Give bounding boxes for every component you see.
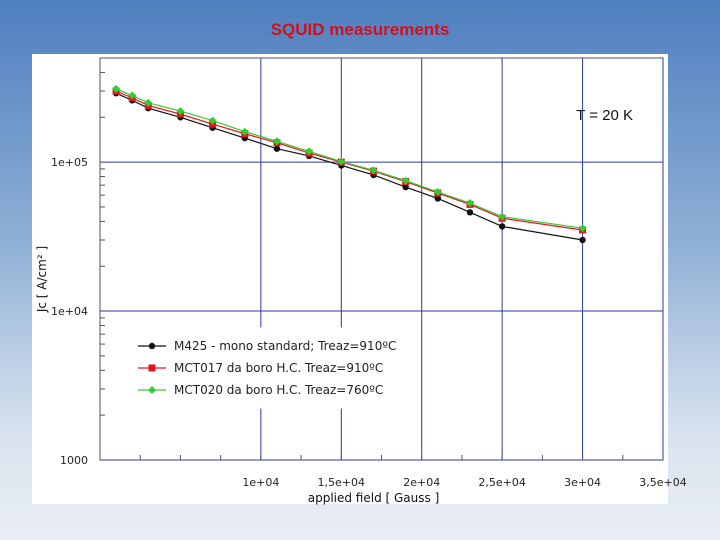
data-point <box>498 212 507 221</box>
data-point <box>402 183 409 191</box>
x-tick-label: 3e+04 <box>564 476 601 489</box>
x-tick-label: 2e+04 <box>403 476 440 489</box>
data-point <box>176 107 185 116</box>
data-point <box>578 224 587 233</box>
legend-label: MCT017 da boro H.C. Treaz=910ºC <box>174 361 383 375</box>
data-point <box>579 236 586 244</box>
data-point <box>466 209 474 216</box>
temperature-annotation: T = 20 K <box>576 107 633 124</box>
data-point <box>144 98 153 107</box>
data-point <box>112 84 121 93</box>
x-tick-label: 1,5e+04 <box>318 476 365 489</box>
x-tick-label: 2,5e+04 <box>478 476 525 489</box>
data-point <box>401 176 410 185</box>
series-line-3 <box>115 88 583 229</box>
data-point <box>128 91 137 100</box>
y-axis-title: Jc [ A/cm² ] <box>35 246 49 313</box>
series-line-2 <box>115 90 583 231</box>
legend-marker <box>148 342 156 350</box>
data-point <box>337 157 346 166</box>
data-point <box>305 147 314 156</box>
legend-box <box>131 327 403 409</box>
legend-label: M425 - mono standard; Treaz=910ºC <box>174 339 396 353</box>
data-point <box>240 127 249 136</box>
data-point <box>498 223 506 230</box>
plot-panel <box>32 54 668 504</box>
y-tick-label: 1000 <box>60 454 88 467</box>
x-tick-label: 3,5e+04 <box>639 476 686 489</box>
data-point <box>208 116 217 125</box>
slide-title: SQUID measurements <box>270 20 450 39</box>
legend-label: MCT020 da boro H.C. Treaz=760ºC <box>174 383 383 397</box>
legend-marker <box>148 386 156 394</box>
data-point <box>465 199 474 208</box>
y-tick-label: 1e+05 <box>51 156 88 169</box>
data-point <box>272 137 281 146</box>
y-tick-label: 1e+04 <box>51 305 88 318</box>
data-point <box>433 187 442 196</box>
x-axis-title: applied field [ Gauss ] <box>308 491 440 505</box>
legend-marker <box>148 364 156 372</box>
data-point <box>434 195 441 202</box>
x-tick-label: 1e+04 <box>242 476 279 489</box>
data-point <box>369 166 378 175</box>
data-point <box>273 145 281 152</box>
